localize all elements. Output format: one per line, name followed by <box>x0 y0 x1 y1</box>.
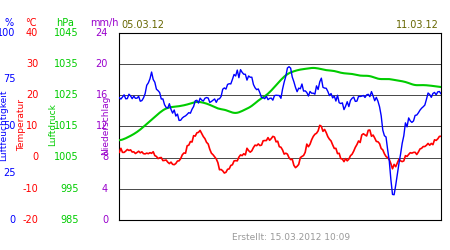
Text: 25: 25 <box>3 168 16 178</box>
Text: %: % <box>4 18 13 28</box>
Text: 24: 24 <box>96 28 108 38</box>
Text: -10: -10 <box>22 184 38 194</box>
Text: 20: 20 <box>26 90 38 100</box>
Text: 0: 0 <box>9 215 16 225</box>
Text: °C: °C <box>25 18 36 28</box>
Text: 30: 30 <box>26 59 38 69</box>
Text: Erstellt: 15.03.2012 10:09: Erstellt: 15.03.2012 10:09 <box>232 234 350 242</box>
Text: 4: 4 <box>102 184 108 194</box>
Text: 1045: 1045 <box>54 28 79 38</box>
Text: 995: 995 <box>60 184 79 194</box>
Text: 1035: 1035 <box>54 59 79 69</box>
Text: 11.03.12: 11.03.12 <box>396 20 439 30</box>
Text: 8: 8 <box>102 152 108 162</box>
Text: 40: 40 <box>26 28 38 38</box>
Text: 05.03.12: 05.03.12 <box>122 20 165 30</box>
Text: 1025: 1025 <box>54 90 79 100</box>
Text: -20: -20 <box>22 215 38 225</box>
Text: 100: 100 <box>0 28 16 38</box>
Text: 10: 10 <box>26 121 38 131</box>
Text: 1015: 1015 <box>54 121 79 131</box>
Text: Luftfeuchtigkeit: Luftfeuchtigkeit <box>0 89 8 161</box>
Text: 1005: 1005 <box>54 152 79 162</box>
Text: 16: 16 <box>96 90 108 100</box>
Text: 50: 50 <box>4 121 16 131</box>
Text: Luftdruck: Luftdruck <box>49 104 58 146</box>
Text: hPa: hPa <box>56 18 74 28</box>
Text: Niederschlag: Niederschlag <box>101 95 110 155</box>
Text: 12: 12 <box>96 121 108 131</box>
Text: Temperatur: Temperatur <box>17 99 26 151</box>
Text: 20: 20 <box>96 59 108 69</box>
Text: mm/h: mm/h <box>90 18 118 28</box>
Text: 0: 0 <box>102 215 108 225</box>
Text: 0: 0 <box>32 152 38 162</box>
Text: 985: 985 <box>60 215 79 225</box>
Text: 75: 75 <box>3 74 16 85</box>
